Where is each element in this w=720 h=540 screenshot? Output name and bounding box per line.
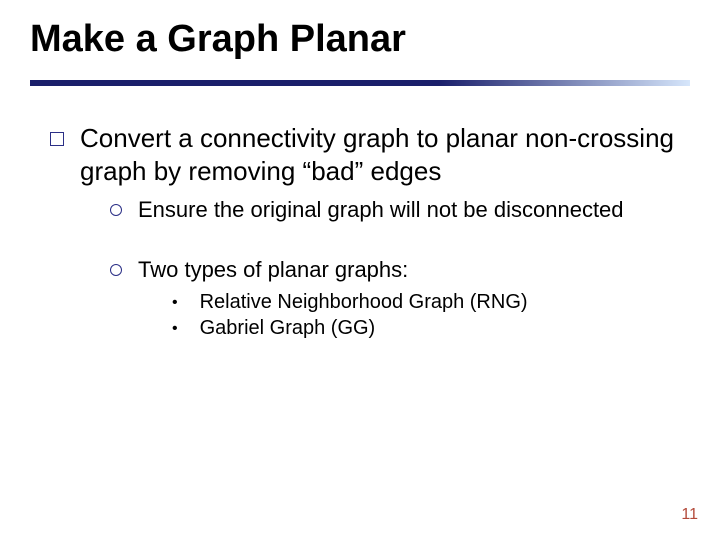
- square-bullet-icon: [50, 132, 64, 146]
- level2-text: Ensure the original graph will not be di…: [138, 196, 624, 224]
- level2-text: Two types of planar graphs:: [138, 256, 408, 284]
- level3-text: Gabriel Graph (GG): [200, 316, 376, 341]
- level1-item: Convert a connectivity graph to planar n…: [50, 122, 680, 187]
- circle-bullet-icon: [110, 204, 122, 216]
- level1-text: Convert a connectivity graph to planar n…: [80, 122, 680, 187]
- level3-item: • Relative Neighborhood Graph (RNG): [172, 290, 680, 315]
- circle-bullet-icon: [110, 264, 122, 276]
- slide-title: Make a Graph Planar: [30, 18, 406, 61]
- title-rule: [30, 80, 690, 86]
- level3-item: • Gabriel Graph (GG): [172, 316, 680, 341]
- title-rule-gradient: [439, 80, 690, 86]
- level2-item: Ensure the original graph will not be di…: [110, 196, 680, 224]
- dot-bullet-icon: •: [172, 321, 178, 337]
- level2-item: Two types of planar graphs:: [110, 256, 680, 284]
- dot-bullet-icon: •: [172, 295, 178, 311]
- title-rule-solid: [30, 80, 439, 86]
- level3-text: Relative Neighborhood Graph (RNG): [200, 290, 528, 315]
- page-number: 11: [681, 506, 698, 524]
